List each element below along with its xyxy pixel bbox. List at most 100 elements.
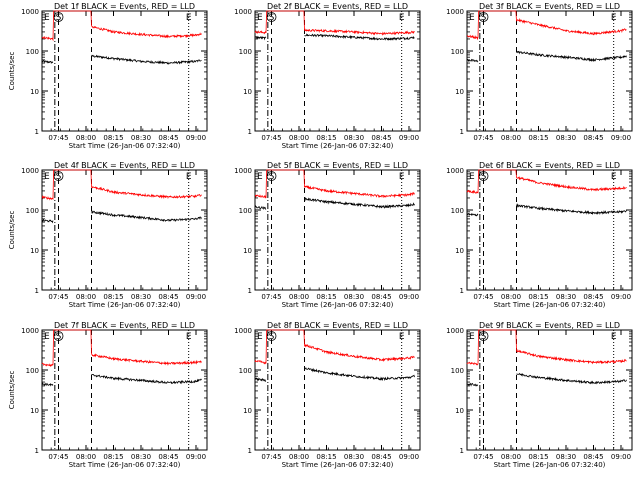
series-line-events-pre: [254, 377, 267, 382]
marker-s-circle: [266, 12, 277, 22]
x-tick-label: 08:00: [289, 134, 309, 142]
plot-frame: [466, 329, 633, 451]
x-tick-label: 07:45: [473, 293, 493, 301]
marker-s-label: S: [56, 13, 62, 23]
series-line-events-pre: [466, 382, 479, 387]
y-tick-label: 10: [30, 247, 39, 255]
series-line-events: [91, 54, 202, 65]
marker-s-label: S: [56, 332, 62, 342]
y-tick-label: 100: [451, 48, 464, 56]
marker-left-label: E: [44, 13, 50, 23]
chart-panel-7: Det 7f BLACK = Events, RED = LLD 1 10 100 10…: [8, 321, 208, 469]
plot-frame: [466, 10, 633, 132]
chart-panel-6: Det 6f BLACK = Events, RED = LLD 1 10 100 10…: [446, 161, 633, 309]
x-tick-label: 07:45: [473, 453, 493, 461]
y-tick-label: 100: [239, 48, 252, 56]
chart-panel-2: Det 2f BLACK = Events, RED = LLD 1 10 100 10…: [234, 2, 421, 150]
x-tick-label: 08:30: [344, 134, 364, 142]
x-tick-label: 08:30: [556, 293, 576, 301]
chart-title: Det 4f BLACK = Events, RED = LLD: [54, 161, 195, 170]
chart-title: Det 2f BLACK = Events, RED = LLD: [267, 2, 408, 11]
marker-left-label: E: [257, 13, 263, 23]
chart-panel-4: Det 4f BLACK = Events, RED = LLD 1 10 100 10…: [8, 161, 208, 309]
y-tick-label: 1: [248, 287, 252, 295]
x-tick-label: 08:30: [556, 453, 576, 461]
x-tick-label: 09:00: [611, 134, 631, 142]
plot-frame: [466, 169, 633, 291]
y-axis-label: Counts/sec: [8, 52, 16, 91]
y-axis-label: Counts/sec: [8, 211, 16, 250]
series-line-lld: [466, 10, 627, 41]
x-tick-label: 07:45: [261, 293, 281, 301]
y-tick-label: 100: [451, 207, 464, 215]
y-tick-label: 100: [239, 367, 252, 375]
chart-title: Det 3f BLACK = Events, RED = LLD: [479, 2, 620, 11]
y-tick-label: 1: [248, 447, 252, 455]
y-tick-label: 1000: [234, 327, 252, 335]
x-tick-label: 09:00: [186, 134, 206, 142]
x-tick-label: 08:30: [344, 453, 364, 461]
series-line-events-pre: [41, 218, 54, 224]
y-tick-label: 10: [243, 88, 252, 96]
x-axis-label: Start Time (26-Jan-06 07:32:40): [282, 301, 394, 309]
x-tick-label: 08:00: [76, 134, 96, 142]
y-tick-label: 1: [35, 447, 39, 455]
marker-e-label: E: [399, 13, 405, 23]
x-tick-label: 08:00: [501, 293, 521, 301]
x-tick-label: 09:00: [399, 293, 419, 301]
x-tick-label: 08:45: [371, 453, 391, 461]
x-tick-label: 08:15: [528, 293, 548, 301]
y-tick-label: 1: [460, 447, 464, 455]
chart-title: Det 1f BLACK = Events, RED = LLD: [54, 2, 195, 11]
y-tick-label: 1000: [234, 167, 252, 175]
plot-frame: [254, 329, 421, 451]
y-tick-label: 100: [26, 207, 39, 215]
marker-e-label: E: [186, 172, 192, 182]
x-tick-label: 08:15: [103, 293, 123, 301]
chart-panel-8: Det 8f BLACK = Events, RED = LLD 1 10 100 10…: [234, 321, 421, 469]
marker-e-label: E: [611, 172, 617, 182]
marker-s-circle: [53, 331, 64, 341]
x-tick-label: 07:45: [261, 134, 281, 142]
series-line-events-pre: [255, 35, 267, 41]
y-tick-label: 100: [26, 48, 39, 56]
y-tick-label: 10: [243, 407, 252, 415]
x-tick-label: 08:00: [501, 134, 521, 142]
series-line-lld: [254, 169, 415, 199]
plot-frame: [41, 169, 208, 291]
marker-s-circle: [53, 171, 64, 181]
x-tick-label: 07:45: [48, 134, 68, 142]
y-tick-label: 1: [248, 128, 252, 136]
x-tick-label: 08:00: [289, 293, 309, 301]
marker-e-label: E: [186, 13, 192, 23]
y-axis-label: Counts/sec: [8, 371, 16, 410]
series-line-lld: [41, 329, 202, 368]
chart-panel-3: Det 3f BLACK = Events, RED = LLD 1 10 100 10…: [446, 2, 633, 142]
series-line-lld: [254, 329, 415, 365]
marker-s-circle: [266, 331, 277, 341]
marker-left-label: E: [44, 332, 50, 342]
series-line-events-pre: [41, 59, 54, 64]
marker-left-label: E: [469, 13, 475, 23]
x-axis-label: Start Time (26-Jan-06 07:32:40): [282, 461, 394, 469]
chart-title: Det 9f BLACK = Events, RED = LLD: [479, 321, 620, 330]
series-line-events: [304, 366, 415, 382]
x-axis-label: Start Time (26-Jan-06 07:32:40): [494, 461, 606, 469]
series-line-events-pre: [466, 58, 479, 63]
marker-left-label: E: [257, 332, 263, 342]
series-line-events: [516, 50, 627, 63]
x-tick-label: 07:45: [48, 453, 68, 461]
chart-title: Det 8f BLACK = Events, RED = LLD: [267, 321, 408, 330]
marker-s-label: S: [269, 13, 275, 23]
x-axis-label: Start Time (26-Jan-06 07:32:40): [282, 142, 394, 150]
x-tick-label: 08:15: [528, 453, 548, 461]
x-tick-label: 08:45: [371, 134, 391, 142]
x-tick-label: 08:45: [158, 134, 178, 142]
chart-title: Det 6f BLACK = Events, RED = LLD: [479, 161, 620, 170]
chart-panel-9: Det 9f BLACK = Events, RED = LLD 1 10 100 10…: [446, 321, 633, 469]
x-tick-label: 08:45: [158, 293, 178, 301]
x-tick-label: 08:00: [76, 453, 96, 461]
y-tick-label: 10: [243, 247, 252, 255]
y-tick-label: 1: [460, 128, 464, 136]
x-tick-label: 08:00: [289, 453, 309, 461]
